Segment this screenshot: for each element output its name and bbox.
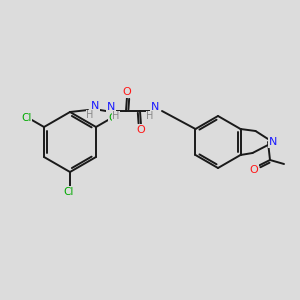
Text: N: N <box>107 102 115 112</box>
Text: Cl: Cl <box>109 113 119 123</box>
Text: N: N <box>269 137 277 147</box>
Text: H: H <box>86 110 94 120</box>
Text: N: N <box>91 101 99 111</box>
Text: O: O <box>123 87 131 97</box>
Text: H: H <box>112 111 120 121</box>
Text: O: O <box>136 125 146 135</box>
Text: H: H <box>146 111 154 121</box>
Text: Cl: Cl <box>64 187 74 197</box>
Text: O: O <box>250 165 258 175</box>
Text: N: N <box>151 102 159 112</box>
Text: Cl: Cl <box>21 113 32 123</box>
